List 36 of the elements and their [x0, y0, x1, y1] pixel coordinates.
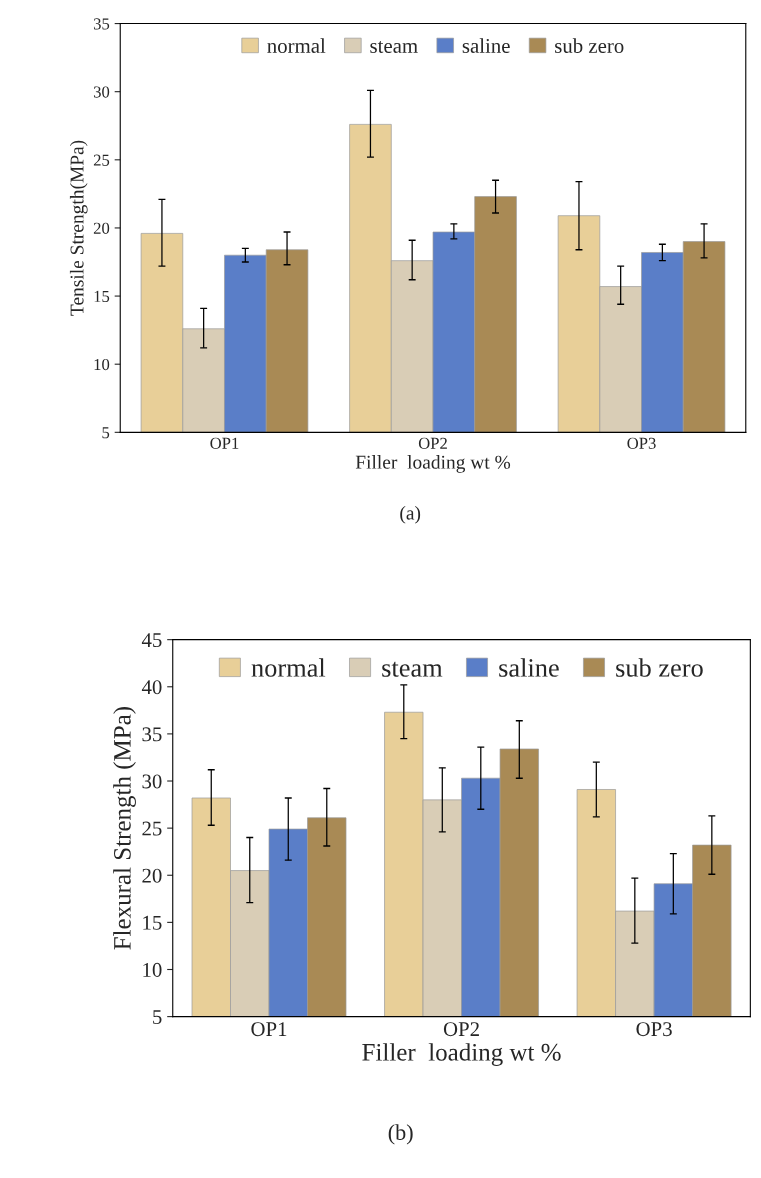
y-tick-label: 15 [143, 915, 162, 930]
y-tick-label: 25 [93, 154, 110, 166]
legend-label: steam [382, 661, 443, 677]
x-axis-title: Filler loading wt % [355, 455, 511, 473]
legend-label: saline [462, 38, 510, 53]
y-tick-label: 45 [141, 633, 162, 648]
y-tick-label: 30 [142, 774, 162, 789]
y-tick-label: 15 [94, 290, 110, 303]
text: (b) [388, 1124, 413, 1145]
y-axis-title: Tensile Strength(MPa) [69, 140, 88, 316]
y-tick-label: 25 [142, 821, 162, 836]
y-tick-label: 20 [93, 222, 110, 234]
y-tick-label: 10 [143, 962, 162, 977]
x-tick-label: OP1 [210, 437, 239, 449]
legend-label: sub zero [555, 38, 624, 53]
legend-label: normal [251, 658, 326, 677]
x-tick-label: OP3 [636, 1022, 672, 1037]
y-tick-label: 10 [94, 358, 110, 371]
x-tick-label: OP2 [418, 437, 447, 449]
y-tick-label: 5 [102, 427, 110, 439]
y-tick-label: 20 [142, 868, 162, 883]
legend-label: saline [499, 658, 559, 677]
y-tick-label: 35 [93, 18, 110, 30]
legend-label: steam [370, 41, 418, 53]
legend-label: normal [267, 38, 326, 53]
y-axis-title: Flexural Strength (MPa) [113, 707, 136, 950]
x-axis-title: Filler loading wt % [362, 1043, 561, 1066]
x-tick-label: OP2 [443, 1022, 479, 1037]
y-tick-label: 40 [141, 680, 162, 695]
text: (a) [400, 505, 421, 524]
y-tick-label: 35 [142, 727, 162, 742]
y-tick-label: 5 [153, 1010, 162, 1025]
x-tick-label: OP3 [627, 437, 656, 449]
y-tick-label: 30 [93, 86, 110, 98]
x-tick-label: OP1 [251, 1022, 287, 1037]
legend-label: sub zero [616, 658, 703, 677]
